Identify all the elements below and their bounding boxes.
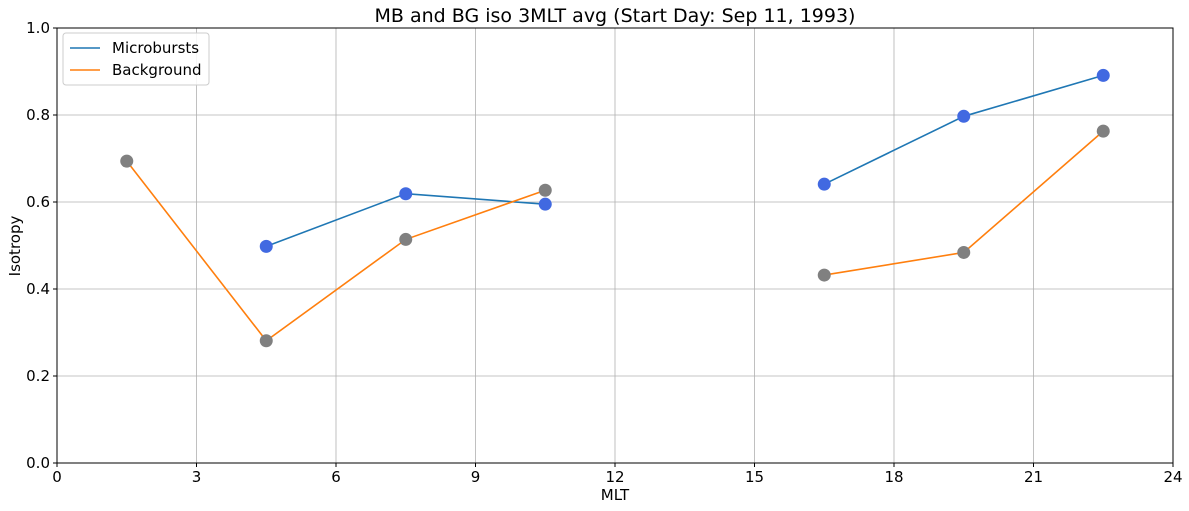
x-axis-ticks: 0 3 6 9 12 15 18 21 24	[52, 463, 1183, 486]
plot-series	[120, 68, 1110, 348]
y-tick-label: 0.2	[26, 367, 50, 385]
legend-label-microbursts: Microbursts	[112, 39, 199, 57]
chart-title: MB and BG iso 3MLT avg (Start Day: Sep 1…	[375, 5, 856, 27]
x-tick-label: 15	[745, 468, 764, 486]
x-tick-label: 21	[1024, 468, 1043, 486]
series-markers	[120, 68, 1110, 348]
data-point-microbursts	[817, 177, 831, 191]
grid-lines	[56, 27, 1174, 464]
y-axis-ticks: 0.0 0.2 0.4 0.6 0.8 1.0	[26, 19, 57, 472]
x-tick-label: 0	[52, 468, 62, 486]
x-axis-label: MLT	[601, 486, 630, 504]
legend-box	[62, 32, 210, 86]
y-tick-label: 0.0	[26, 454, 50, 472]
x-tick-label: 24	[1163, 468, 1182, 486]
x-tick-label: 18	[884, 468, 903, 486]
data-point-microbursts	[259, 239, 273, 253]
x-tick-label: 6	[331, 468, 341, 486]
data-point-background	[817, 268, 831, 282]
data-point-background	[957, 245, 971, 259]
data-point-microbursts	[1096, 68, 1110, 82]
legend-label-background: Background	[112, 61, 202, 79]
data-point-microbursts	[538, 197, 552, 211]
x-tick-label: 3	[192, 468, 202, 486]
data-point-background	[399, 232, 413, 246]
x-tick-label: 12	[605, 468, 624, 486]
series-line-background	[126, 160, 546, 342]
x-tick-label: 9	[471, 468, 481, 486]
y-tick-label: 1.0	[26, 19, 50, 37]
data-point-background	[259, 334, 273, 348]
data-point-microbursts	[399, 187, 413, 201]
data-point-background	[1096, 124, 1110, 138]
y-axis-label: Isotropy	[6, 216, 24, 277]
data-point-microbursts	[957, 109, 971, 123]
legend: Microbursts Background	[62, 32, 210, 86]
data-point-background	[120, 154, 134, 168]
y-tick-label: 0.6	[26, 193, 50, 211]
y-tick-label: 0.8	[26, 106, 50, 124]
y-tick-label: 0.4	[26, 280, 50, 298]
data-point-background	[538, 183, 552, 197]
